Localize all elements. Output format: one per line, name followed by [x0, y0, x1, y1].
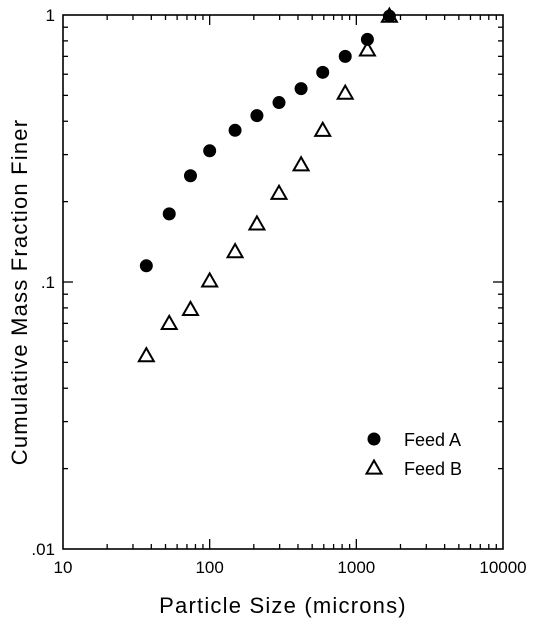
x-tick-label: 10	[54, 558, 73, 577]
y-tick-label: .01	[31, 540, 55, 559]
data-point	[313, 120, 332, 137]
legend-label: Feed A	[404, 430, 461, 450]
legend: Feed A Feed B	[364, 430, 462, 479]
data-point	[228, 123, 242, 137]
data-point	[139, 259, 153, 273]
data-point	[316, 65, 330, 79]
data-point	[181, 299, 200, 316]
data-point	[162, 207, 176, 221]
data-point	[225, 242, 245, 259]
y-tick-label: .1	[41, 273, 55, 292]
data-point	[291, 155, 311, 172]
data-point	[137, 346, 156, 363]
data-point	[336, 83, 355, 100]
y-tick-label: 1	[46, 6, 55, 25]
series-feed-b	[137, 6, 399, 363]
plot-frame	[62, 14, 504, 550]
x-tick-label: 10000	[479, 558, 526, 577]
legend-marker	[364, 458, 384, 475]
y-axis-title: Cumulative Mass Fraction Finer	[7, 119, 32, 466]
data-point	[160, 313, 179, 330]
series-feed-a	[139, 9, 396, 273]
x-axis-title: Particle Size (microns)	[159, 593, 407, 618]
data-point	[250, 109, 264, 123]
data-point	[200, 271, 219, 288]
data-points	[137, 6, 399, 363]
data-point	[360, 32, 374, 46]
axis-ticks	[63, 15, 503, 549]
data-point	[203, 144, 217, 158]
x-tick-label: 1000	[337, 558, 375, 577]
data-point	[338, 49, 352, 63]
data-point	[183, 169, 197, 183]
x-tick-label: 100	[195, 558, 223, 577]
data-point	[247, 214, 267, 231]
tick-labels: 10 100 1000 10000 .01 .1 1	[31, 6, 526, 577]
data-point	[272, 96, 286, 110]
data-point	[380, 6, 399, 23]
data-point	[358, 40, 377, 57]
legend-marker	[367, 432, 381, 446]
legend-label: Feed B	[404, 459, 462, 479]
data-point	[294, 82, 308, 96]
data-point	[269, 183, 289, 200]
